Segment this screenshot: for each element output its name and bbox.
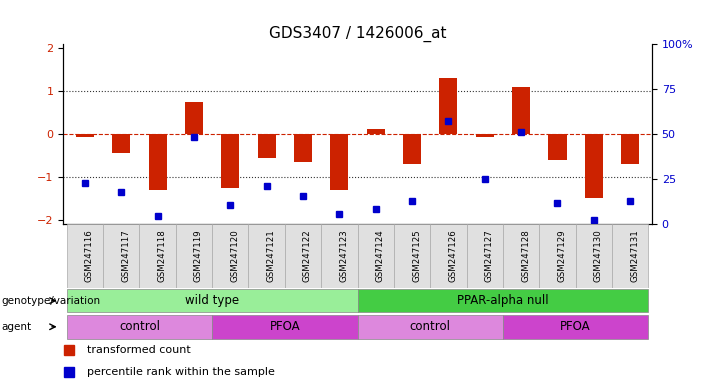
Text: GSM247124: GSM247124 [376, 229, 385, 282]
Bar [503, 315, 648, 339]
Bar [430, 224, 467, 288]
Text: GSM247119: GSM247119 [194, 229, 203, 282]
Bar [212, 224, 248, 288]
Text: GSM247128: GSM247128 [521, 229, 530, 282]
Text: PFOA: PFOA [560, 320, 591, 333]
Text: GSM247130: GSM247130 [594, 229, 603, 282]
Bar [358, 224, 394, 288]
Bar [185, 102, 203, 134]
Bar [149, 134, 167, 190]
Text: GSM247127: GSM247127 [484, 229, 494, 282]
Text: PFOA: PFOA [269, 320, 300, 333]
Bar [367, 129, 385, 134]
Text: PPAR-alpha null: PPAR-alpha null [457, 294, 549, 307]
Text: control: control [409, 320, 451, 333]
Text: GSM247118: GSM247118 [158, 229, 167, 282]
Bar [467, 224, 503, 288]
Bar [440, 78, 458, 134]
Bar [222, 134, 239, 188]
Bar [257, 134, 275, 158]
Bar [67, 315, 212, 339]
Bar [512, 87, 530, 134]
Bar [212, 315, 358, 339]
Text: transformed count: transformed count [87, 345, 191, 355]
Bar [621, 134, 639, 164]
Bar [285, 224, 321, 288]
Text: GSM247117: GSM247117 [121, 229, 130, 282]
Bar [394, 224, 430, 288]
Bar [576, 224, 612, 288]
Bar [321, 224, 358, 288]
Bar [476, 134, 494, 137]
Text: GSM247121: GSM247121 [266, 229, 275, 282]
Bar [248, 224, 285, 288]
Text: GSM247131: GSM247131 [630, 229, 639, 282]
Bar [67, 224, 103, 288]
Text: genotype/variation: genotype/variation [1, 296, 100, 306]
Bar [294, 134, 312, 162]
Text: GSM247116: GSM247116 [85, 229, 94, 282]
Text: control: control [119, 320, 160, 333]
Text: GSM247123: GSM247123 [339, 229, 348, 282]
Text: GSM247120: GSM247120 [231, 229, 239, 282]
Text: GSM247126: GSM247126 [449, 229, 457, 282]
Bar [503, 224, 539, 288]
Bar [76, 134, 94, 137]
Text: wild type: wild type [185, 294, 239, 307]
Title: GDS3407 / 1426006_at: GDS3407 / 1426006_at [268, 26, 447, 42]
Bar [585, 134, 603, 199]
Bar [103, 224, 139, 288]
Bar [539, 224, 576, 288]
Text: agent: agent [1, 322, 32, 332]
Text: percentile rank within the sample: percentile rank within the sample [87, 367, 275, 377]
Bar [358, 315, 503, 339]
Bar [112, 134, 130, 153]
Text: GSM247122: GSM247122 [303, 229, 312, 282]
Bar [612, 224, 648, 288]
Bar [403, 134, 421, 164]
Text: GSM247129: GSM247129 [557, 229, 566, 282]
Bar [358, 289, 648, 313]
Bar [176, 224, 212, 288]
Bar [548, 134, 566, 160]
Text: GSM247125: GSM247125 [412, 229, 421, 282]
Bar [330, 134, 348, 190]
Bar [139, 224, 176, 288]
Bar [67, 289, 358, 313]
